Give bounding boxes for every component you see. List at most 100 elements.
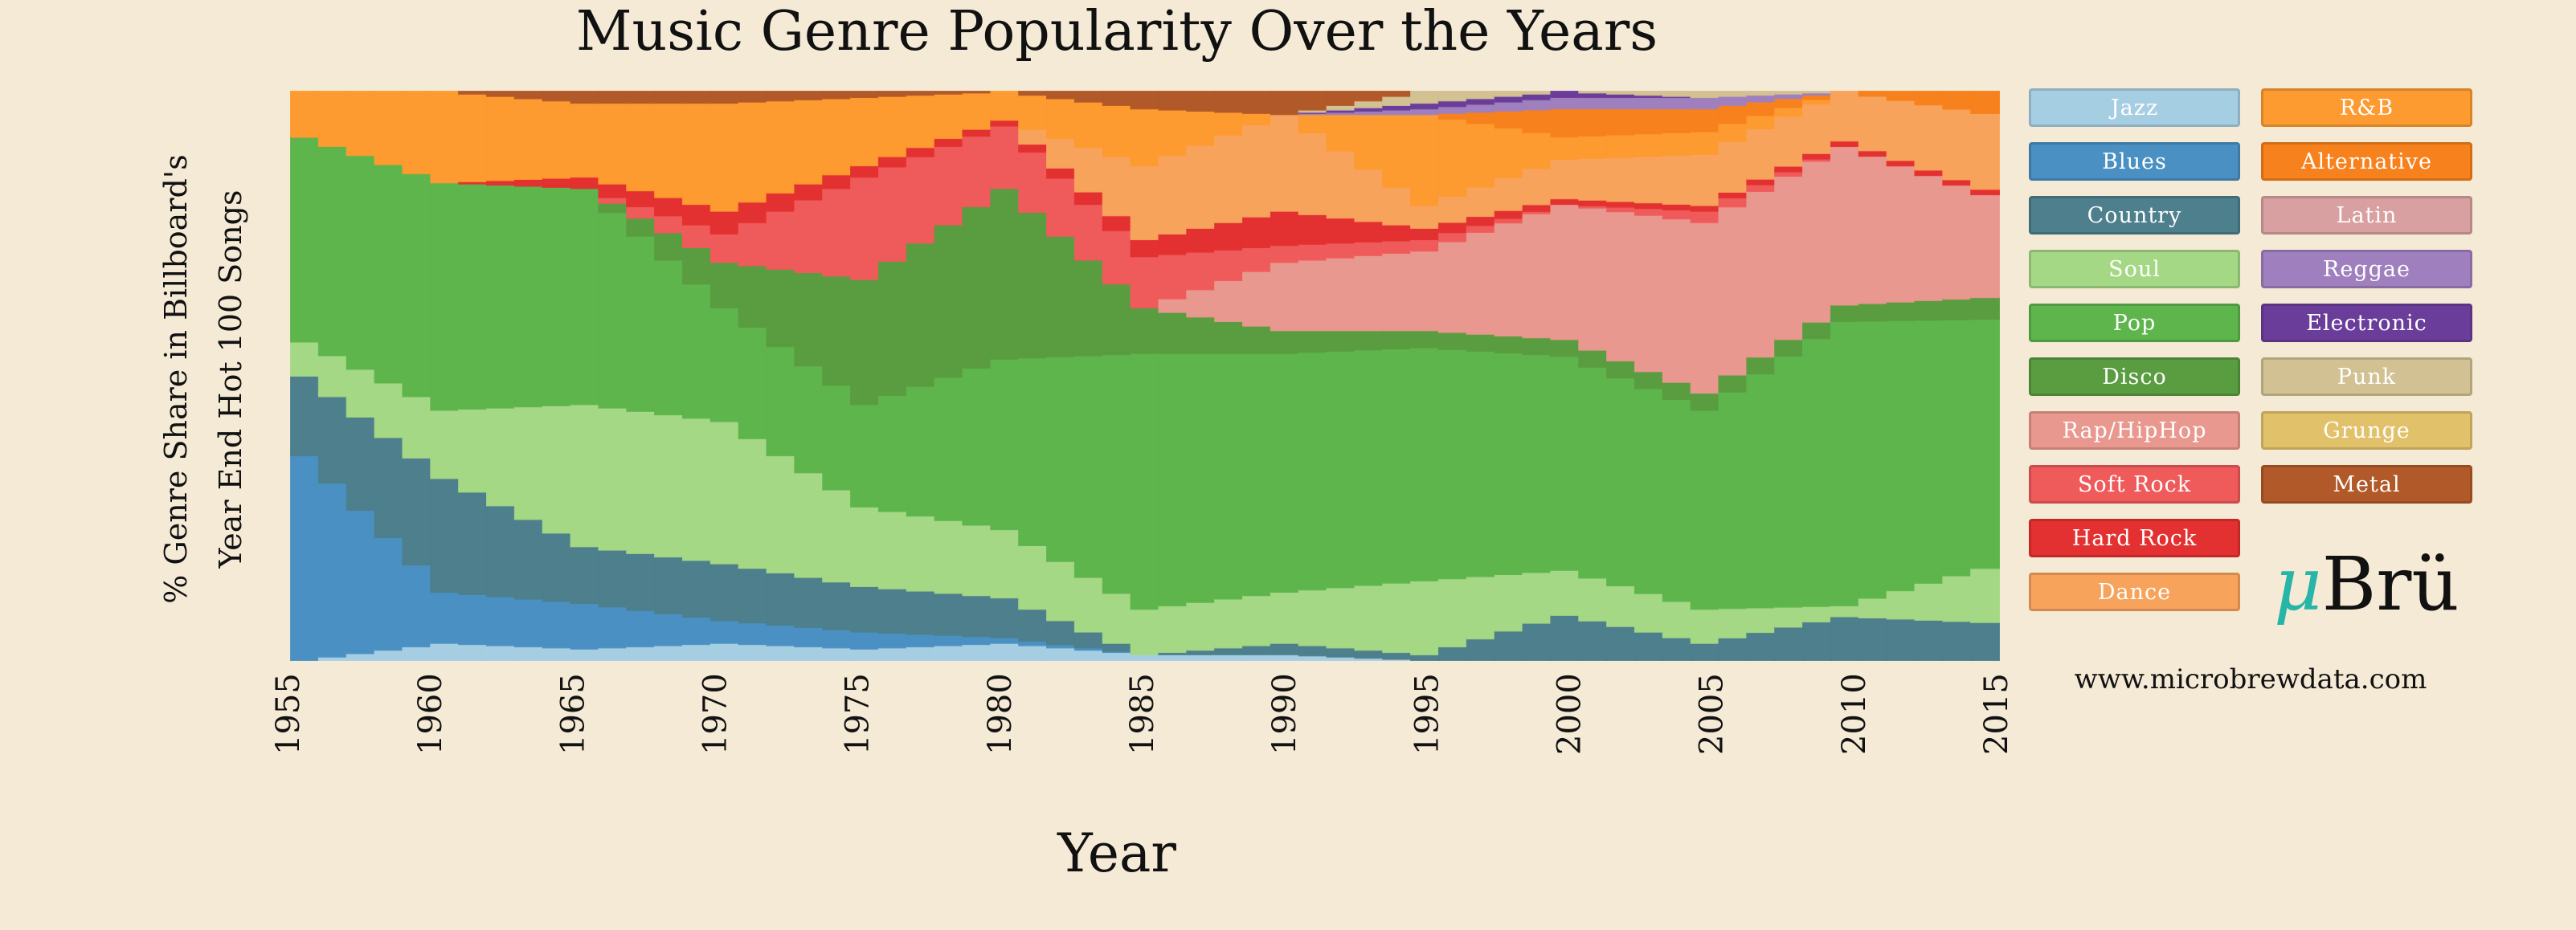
bar-1961-jazz <box>458 643 488 662</box>
bar-2008-disco <box>1774 338 1805 357</box>
bar-1968-blues <box>654 612 684 647</box>
bar-1981-jazz <box>1018 644 1049 661</box>
bar-1990-metal <box>1270 91 1300 116</box>
bar-1980-blues <box>990 636 1020 644</box>
bar-1970-country <box>709 562 740 622</box>
bar-1981-hard-rock <box>1018 143 1049 153</box>
bar-1962-blues <box>485 595 516 647</box>
bar-1966-country <box>598 549 628 608</box>
bar-1972-jazz <box>766 644 796 661</box>
bar-1988-soft-rock <box>1214 248 1244 282</box>
bar-2012-disco <box>1886 300 1916 321</box>
bar-1996-rap-hiphop <box>1437 240 1468 333</box>
bar-2001-disco <box>1578 349 1609 368</box>
bar-1973-r-b <box>794 98 824 185</box>
bar-1964-metal <box>542 91 572 102</box>
bar-2003-country <box>1634 630 1664 661</box>
legend-item-grunge: Grunge <box>2261 411 2472 450</box>
bar-1983-metal <box>1073 91 1104 103</box>
bar-1967-metal <box>626 91 656 104</box>
bar-2015-pop <box>1970 318 2000 569</box>
bar-2012-soul <box>1886 589 1916 620</box>
bar-1975-r-b <box>850 96 880 167</box>
bar-1995-pop <box>1410 346 1440 581</box>
bar-1992-soft-rock <box>1326 242 1356 259</box>
bar-1973-pop <box>794 365 824 474</box>
bar-1979-blues <box>962 635 992 646</box>
bar-1976-disco <box>877 259 908 397</box>
bar-1999-reggae <box>1522 98 1552 111</box>
x-tick-label-1990: 1990 <box>1266 673 1303 755</box>
bar-2002-soul <box>1606 585 1636 627</box>
bar-1999-alternative <box>1522 108 1552 133</box>
bar-2002-hard-rock <box>1606 200 1636 208</box>
bar-1972-blues <box>766 624 796 647</box>
bar-2014-alternative <box>1942 91 1973 110</box>
bar-1986-r-b <box>1158 108 1188 157</box>
bar-1995-electronic <box>1410 102 1440 110</box>
bar-1995-dance <box>1410 204 1440 229</box>
bar-1976-metal <box>877 91 908 97</box>
bar-1993-metal <box>1354 91 1384 102</box>
bar-2002-pop <box>1606 377 1636 587</box>
bar-1966-blues <box>598 606 628 649</box>
bar-1997-disco <box>1466 332 1496 352</box>
legend-item-hard-rock: Hard Rock <box>2029 519 2240 557</box>
bar-2015-soul <box>1970 567 2000 623</box>
bar-1989-r-b <box>1241 112 1272 126</box>
bar-1989-metal <box>1241 91 1272 114</box>
bar-1999-hard-rock <box>1522 203 1552 212</box>
bar-1957-jazz <box>346 652 376 662</box>
bar-1991-soul <box>1298 589 1328 647</box>
bar-1965-soul <box>570 403 600 548</box>
bar-1982-pop <box>1046 355 1076 562</box>
bar-1973-country <box>794 576 824 628</box>
bar-1977-hard-rock <box>906 146 936 157</box>
bar-1965-country <box>570 545 600 605</box>
bar-1997-soft-rock <box>1466 224 1496 233</box>
bar-1991-rap-hiphop <box>1298 259 1328 332</box>
bar-1986-jazz <box>1158 653 1188 661</box>
bar-1971-metal <box>738 91 768 103</box>
bar-1981-soul <box>1018 544 1049 610</box>
bar-1988-metal <box>1214 91 1244 113</box>
bar-2015-disco <box>1970 296 2000 320</box>
bar-2011-alternative <box>1858 91 1888 97</box>
bar-1958-r-b <box>374 91 404 165</box>
bar-2006-disco <box>1718 373 1748 393</box>
bar-2005-country <box>1690 642 1720 662</box>
bar-1970-hard-rock <box>709 210 740 235</box>
brand-url: www.microbrewdata.com <box>2074 663 2427 695</box>
bar-2000-reggae <box>1550 96 1580 110</box>
bar-1977-soft-rock <box>906 155 936 244</box>
bar-1987-rap-hiphop <box>1186 288 1216 318</box>
y-axis-label-line2: Year End Hot 100 Songs <box>213 190 248 569</box>
bar-1968-soft-rock <box>654 214 684 234</box>
bar-1988-dance <box>1214 133 1244 223</box>
bar-1986-metal <box>1158 91 1188 111</box>
bar-2002-reggae <box>1606 96 1636 110</box>
bar-1998-electronic <box>1494 95 1524 103</box>
bar-1964-country <box>542 532 572 602</box>
bar-1971-soul <box>738 437 768 569</box>
bar-2006-dance <box>1718 140 1748 194</box>
brand-logo: μBrü <box>2274 548 2467 622</box>
bar-2006-country <box>1718 636 1748 662</box>
bar-1993-rap-hiphop <box>1354 254 1384 332</box>
bar-2008-rap-hiphop <box>1774 175 1805 341</box>
bar-1958-blues <box>374 536 404 651</box>
bar-1986-pop <box>1158 352 1188 607</box>
bar-2005-reggae <box>1690 96 1720 110</box>
bar-1966-pop <box>598 211 628 409</box>
x-tick-label-1970: 1970 <box>697 673 734 755</box>
bar-1960-blues <box>430 591 460 644</box>
bar-1999-rap-hiphop <box>1522 212 1552 339</box>
bar-1980-soft-rock <box>990 124 1020 190</box>
bar-1997-punk <box>1466 91 1496 100</box>
bar-1997-r-b <box>1466 122 1496 188</box>
bar-2007-alternative <box>1746 100 1777 116</box>
legend-item-country: Country <box>2029 196 2240 235</box>
bar-1989-disco <box>1241 324 1272 354</box>
bar-1959-country <box>402 456 432 566</box>
bar-2003-pop <box>1634 387 1664 594</box>
